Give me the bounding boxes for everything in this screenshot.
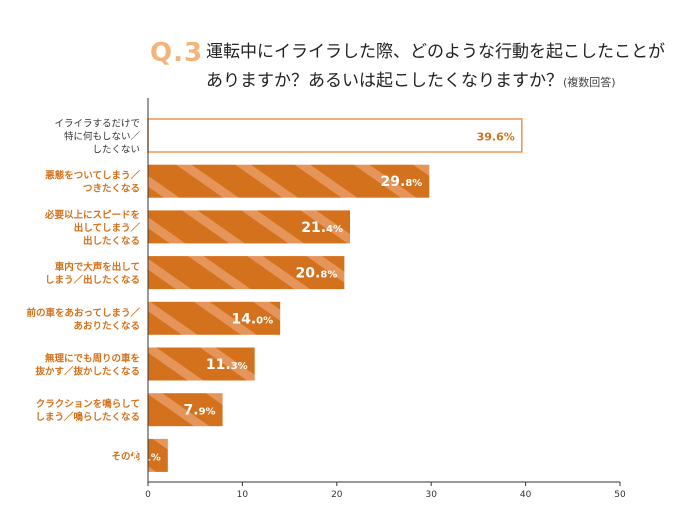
- value-label-0: 39.6%: [477, 131, 515, 144]
- value-label-1: 29.8%: [381, 174, 423, 190]
- question-title-line-1: 運転中にイライラした際、どのような行動を起こしたことが: [206, 42, 665, 62]
- bar-6: [148, 393, 223, 427]
- category-label-6-line-0: クラクションを鳴らして: [36, 398, 140, 410]
- value-label-1-main: 29.: [381, 174, 406, 190]
- category-label-5-line-0: 無理にでも周りの車を: [45, 353, 140, 365]
- x-tick-label-2: 20: [331, 490, 343, 500]
- category-label-5-line-1: 抜かす／抜かしたくなる: [35, 366, 140, 378]
- value-label-4-main: 14.: [231, 311, 256, 327]
- bar-5: [148, 347, 255, 381]
- x-axis: 0 10 20 30 40 50: [145, 98, 626, 500]
- value-label-0-main: 39.6%: [477, 131, 515, 144]
- value-label-5: 11.3%: [206, 357, 248, 373]
- value-label-2: 21.4%: [301, 220, 343, 236]
- value-label-3-main: 20.: [296, 266, 321, 282]
- category-label-0-line-0: イライラするだけで: [54, 119, 140, 130]
- value-label-4-decimal: 0%: [256, 315, 273, 326]
- category-label-2-line-0: 必要以上にスピードを: [44, 209, 140, 221]
- question-number: Q.3: [150, 38, 204, 68]
- x-tick-label-1: 10: [237, 490, 249, 500]
- category-label-3-line-1: しまう／出したくなる: [45, 274, 140, 286]
- question-title-line-2-text: ありますか？あるいは起こしたくなりますか？: [206, 71, 563, 91]
- category-label-2-line-1: 出してしまう／: [74, 222, 141, 234]
- category-label-1-line-0: 悪態をついてしまう／: [45, 170, 140, 182]
- bar-1: [148, 164, 430, 198]
- value-label-5-decimal: 3%: [231, 361, 248, 372]
- value-label-4: 14.0%: [231, 311, 273, 327]
- bar-0: [147, 118, 523, 153]
- value-label-6-decimal: 9%: [199, 407, 216, 418]
- value-label-3-decimal: 8%: [320, 270, 337, 281]
- category-label-4-line-1: あおりたくなる: [73, 320, 140, 332]
- question-header: Q.3 運転中にイライラした際、どのような行動を起こしたことが ありますか？ある…: [150, 36, 690, 96]
- x-tick-label-0: 0: [145, 490, 151, 500]
- x-tick-label-3: 30: [425, 490, 437, 500]
- value-label-6: 7.9%: [184, 403, 216, 419]
- category-label-1-line-1: つきたくなる: [83, 184, 140, 195]
- value-label-7-main: 2.: [129, 448, 144, 464]
- value-label-6-main: 7.: [184, 403, 199, 419]
- bar-4: [148, 301, 281, 335]
- value-label-7: 2.1%: [129, 448, 161, 464]
- multiple-answer-note: (複数回答): [563, 76, 616, 89]
- category-label-4-line-0: 前の車をあおってしまう／: [26, 307, 140, 319]
- category-label-0-line-2: したくない: [92, 145, 140, 156]
- value-labels: 39.6%29.8%21.4%20.8%14.0%11.3%7.9%2.1%: [129, 131, 515, 465]
- category-label-0-line-1: 特に何もしない／: [64, 131, 141, 143]
- category-label-7-line-0: その他: [111, 450, 140, 462]
- x-tick-label-4: 40: [520, 490, 532, 500]
- value-label-1-decimal: 8%: [405, 178, 422, 189]
- x-tick-label-5: 50: [614, 490, 626, 500]
- value-label-2-main: 21.: [301, 220, 326, 236]
- value-label-2-decimal: 4%: [326, 224, 343, 235]
- bar-7: [148, 438, 168, 472]
- category-label-6-line-1: しまう／鳴らしたくなる: [35, 411, 140, 423]
- question-title: 運転中にイライラした際、どのような行動を起こしたことが ありますか？あるいは起こ…: [206, 38, 696, 97]
- question-title-line-2: ありますか？あるいは起こしたくなりますか？(複数回答): [206, 67, 696, 97]
- bar-2: [148, 210, 351, 244]
- category-label-3-line-0: 車内で大声を出して: [55, 261, 140, 273]
- bars-layer: [147, 118, 523, 472]
- value-label-3: 20.8%: [296, 266, 338, 282]
- value-label-5-main: 11.: [206, 357, 231, 373]
- category-label-2-line-2: 出したくなる: [83, 235, 140, 247]
- value-label-7-decimal: 1%: [144, 452, 161, 463]
- bar-3: [148, 256, 345, 290]
